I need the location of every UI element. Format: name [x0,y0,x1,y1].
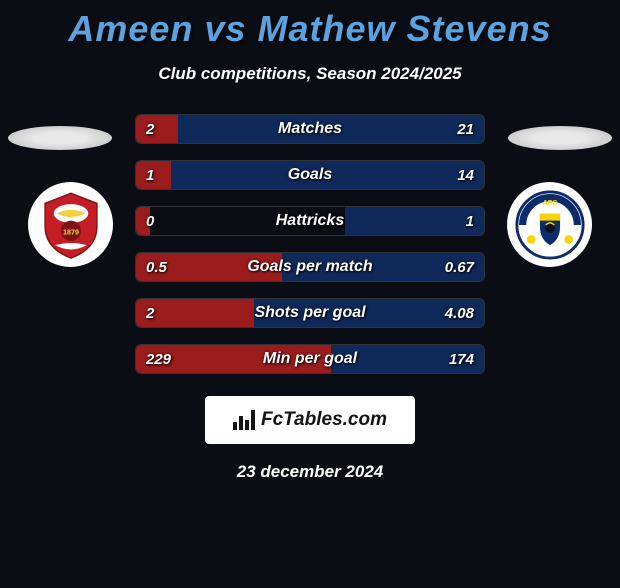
stat-value-right: 14 [457,167,474,184]
competition-subtitle: Club competitions, Season 2024/2025 [0,64,620,84]
stat-label: Min per goal [136,350,484,368]
stat-value-right: 21 [457,121,474,138]
stat-label: Shots per goal [136,304,484,322]
svg-text:AFC: AFC [542,197,557,206]
stat-row: 1Goals14 [135,160,485,190]
afc-wimbledon-crest-icon: AFC [514,189,586,261]
stat-value-right: 174 [449,351,474,368]
player1-shadow [8,126,112,150]
stat-value-right: 4.08 [445,305,474,322]
stat-label: Hattricks [136,212,484,230]
stat-label: Goals [136,166,484,184]
player1-name: Ameen [68,8,193,49]
stat-value-right: 0.67 [445,259,474,276]
player2-name: Mathew Stevens [258,8,552,49]
stat-row: 2Matches21 [135,114,485,144]
player2-shadow [508,126,612,150]
stat-row: 0.5Goals per match0.67 [135,252,485,282]
stat-label: Goals per match [136,258,484,276]
stat-row: 2Shots per goal4.08 [135,298,485,328]
watermark-text: FcTables.com [261,409,387,431]
watermark-badge: FcTables.com [205,396,415,444]
swindon-crest-icon: 1879 [35,189,107,261]
club-crest-right: AFC [507,182,592,267]
comparison-panel: 1879 AFC 2Matches211Goals140Hattricks10.… [0,114,620,374]
bar-chart-icon [233,410,255,430]
club-crest-left: 1879 [28,182,113,267]
svg-text:1879: 1879 [63,227,79,236]
stat-label: Matches [136,120,484,138]
stat-rows: 2Matches211Goals140Hattricks10.5Goals pe… [135,114,485,374]
comparison-title: Ameen vs Mathew Stevens [0,8,620,50]
stat-row: 0Hattricks1 [135,206,485,236]
vs-word: vs [204,8,246,49]
snapshot-date: 23 december 2024 [0,462,620,482]
stat-value-right: 1 [466,213,474,230]
stat-row: 229Min per goal174 [135,344,485,374]
